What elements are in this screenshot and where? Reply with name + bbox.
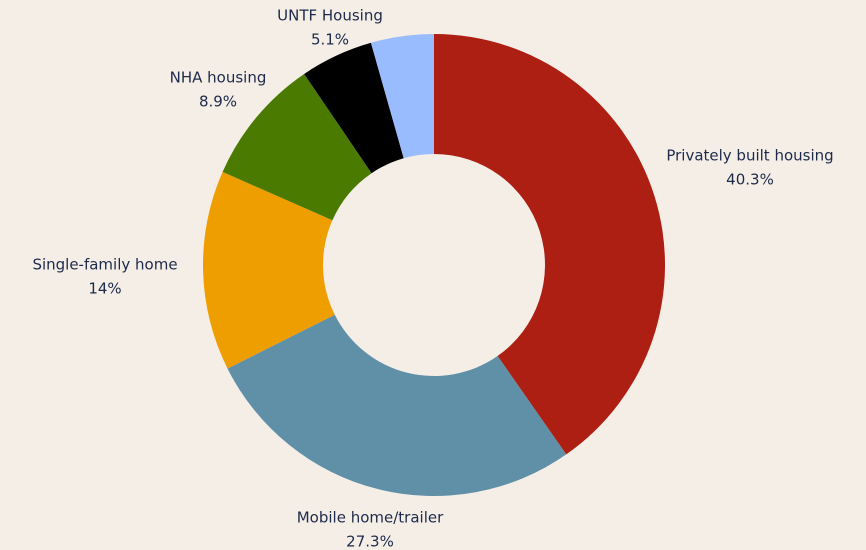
slice-value-label: 5.1% <box>311 31 349 49</box>
slice-value-label: 8.9% <box>199 93 237 111</box>
donut-slice <box>203 171 335 369</box>
slice-value-label: 14% <box>88 280 121 298</box>
slice-value-label: 40.3% <box>726 171 774 189</box>
slice-label: UNTF Housing <box>277 7 383 25</box>
slice-label: Single-family home <box>32 256 177 274</box>
slice-label: NHA housing <box>170 69 267 87</box>
donut-slice <box>304 42 404 174</box>
slice-label: Mobile home/trailer <box>297 509 444 527</box>
donut-slice <box>434 34 666 455</box>
slice-label: Privately built housing <box>666 147 833 165</box>
donut-slice <box>227 314 567 496</box>
slice-value-label: 27.3% <box>346 533 394 550</box>
donut-slice <box>370 34 434 159</box>
donut-slice <box>222 73 372 221</box>
